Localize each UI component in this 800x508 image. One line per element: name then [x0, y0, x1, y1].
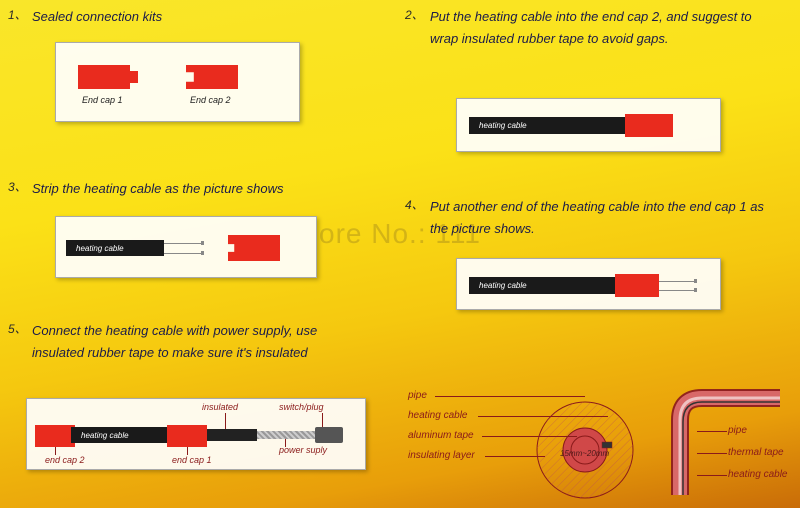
step-2: Put the heating cable into the end cap 2… [430, 6, 775, 50]
anno-cap1: end cap 1 [172, 455, 212, 465]
step-5-cap1 [167, 425, 207, 447]
step-3-cable: heating cable [66, 240, 164, 256]
step-2-number: 2、 [405, 6, 424, 23]
step-4-diagram: heating cable [456, 258, 721, 310]
pd-thermal: thermal tape [728, 447, 784, 458]
end-cap-1-label: End cap 1 [82, 95, 123, 105]
step-4-number: 4、 [405, 196, 424, 213]
step-4-cable: heating cable [469, 277, 619, 294]
step-2-cable-label: heating cable [479, 121, 527, 130]
cs-label-2: aluminum tape [408, 430, 474, 441]
step-3-cable-label: heating cable [76, 244, 124, 253]
anno-insulated: insulated [202, 402, 238, 412]
diameter-label: 15mm~20mm [560, 449, 609, 458]
step-4-text: Put another end of the heating cable int… [430, 196, 785, 240]
step-5-cap2 [35, 425, 75, 447]
step-2-cap [625, 114, 673, 137]
step-1-diagram: End cap 1 End cap 2 [55, 42, 300, 122]
step-4-cable-label: heating cable [479, 281, 527, 290]
step-1: Sealed connection kits [32, 6, 332, 28]
step-5-cable: heating cable [71, 427, 171, 443]
anno-cap2: end cap 2 [45, 455, 85, 465]
step-1-text: Sealed connection kits [32, 6, 332, 28]
step-5-text: Connect the heating cable with power sup… [32, 320, 362, 364]
cs-label-3: insulating layer [408, 450, 475, 461]
pipe-svg [660, 380, 790, 505]
step-3-diagram: heating cable [55, 216, 317, 278]
step-3-number: 3、 [8, 178, 27, 195]
anno-power: power suply [279, 445, 327, 455]
step-5-cable-label: heating cable [81, 431, 129, 440]
anno-switch: switch/plug [279, 402, 324, 412]
step-2-text: Put the heating cable into the end cap 2… [430, 6, 775, 50]
cs-label-0: pipe [408, 390, 427, 401]
step-4-cap [615, 274, 659, 297]
step-3: Strip the heating cable as the picture s… [32, 178, 392, 200]
step-3-cap [228, 235, 280, 261]
step-2-cable: heating cable [469, 117, 629, 134]
step-5-plug [315, 427, 343, 443]
pd-heating: heating cable [728, 469, 788, 480]
step-5: Connect the heating cable with power sup… [32, 320, 362, 364]
step-1-number: 1、 [8, 6, 27, 23]
step-5-power-cable [257, 431, 317, 439]
step-2-diagram: heating cable [456, 98, 721, 152]
step-5-diagram: heating cable insulated switch/plug powe… [26, 398, 366, 470]
cs-label-1: heating cable [408, 410, 468, 421]
step-4: Put another end of the heating cable int… [430, 196, 785, 240]
pd-pipe: pipe [728, 425, 747, 436]
step-3-text: Strip the heating cable as the picture s… [32, 178, 392, 200]
end-cap-2-label: End cap 2 [190, 95, 231, 105]
end-cap-1-shape [78, 65, 130, 89]
step-5-number: 5、 [8, 320, 27, 337]
step-5-insulated [207, 429, 257, 441]
end-cap-2-shape [186, 65, 238, 89]
